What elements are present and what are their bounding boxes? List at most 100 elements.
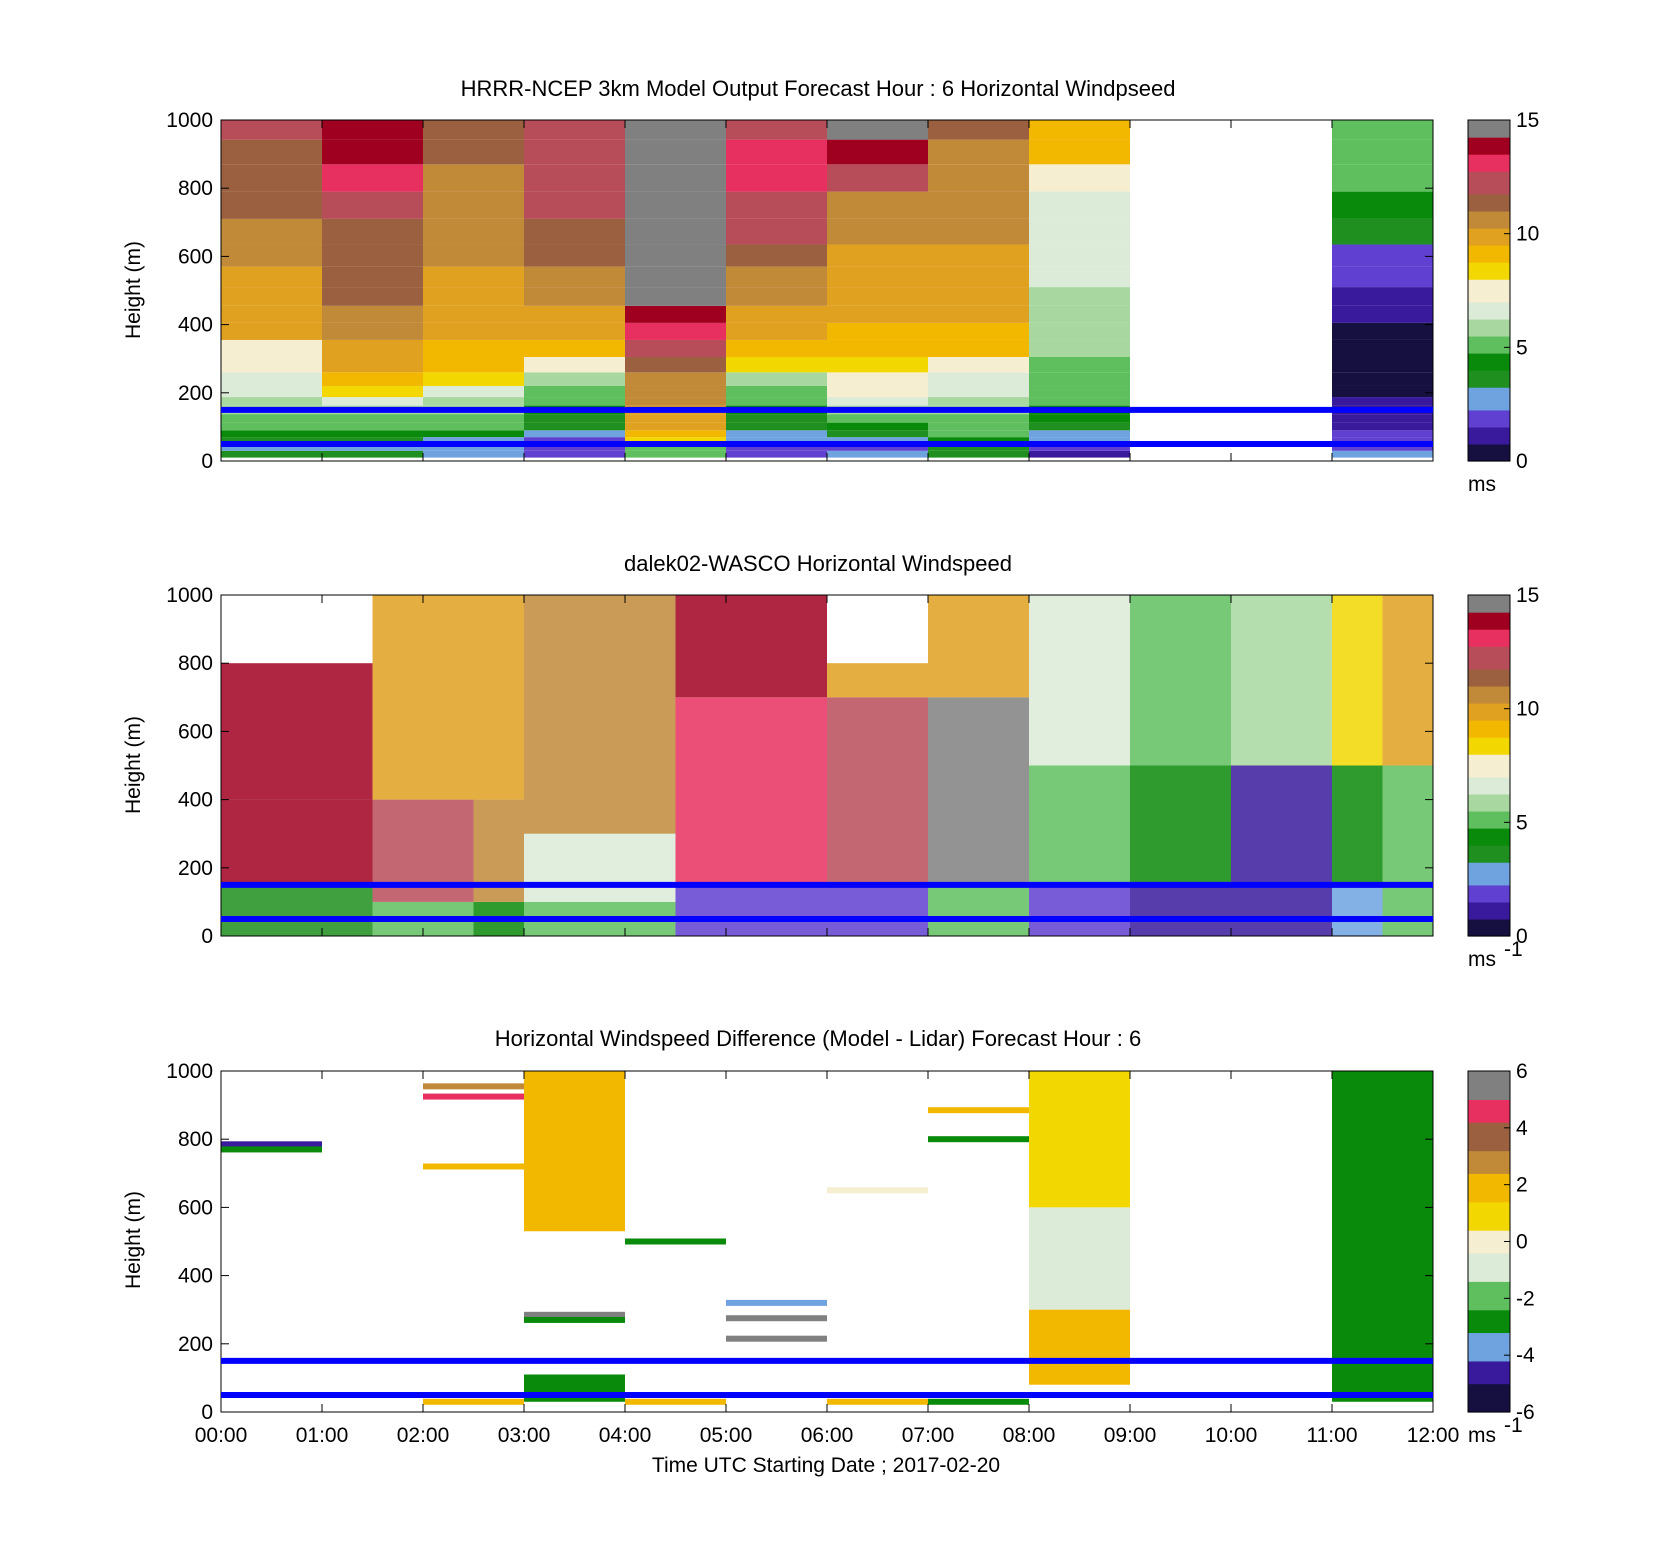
heatmap-cell [423, 443, 524, 451]
heatmap-cell [1029, 287, 1130, 306]
heatmap-cell [1332, 218, 1433, 245]
heatmap-cell [726, 397, 827, 406]
heatmap-cell [1332, 305, 1433, 323]
colorbar-swatch [1468, 788, 1510, 795]
panel-difference-ylabel: Height (m) [122, 1191, 145, 1289]
colorbar-swatch [1468, 404, 1510, 411]
heatmap-cell [1029, 443, 1130, 451]
heatmap-cell [524, 430, 625, 438]
heatmap-cell [1382, 595, 1433, 766]
colorbar-swatch [1468, 1127, 1510, 1135]
colorbar-swatch [1468, 873, 1510, 880]
heatmap-cell [423, 397, 524, 406]
heatmap-cell [928, 120, 1029, 140]
colorbar-swatch [1468, 1139, 1510, 1146]
colorbar-swatch [1468, 1082, 1510, 1089]
heatmap-cell [1029, 339, 1130, 357]
colorbar-swatch [1468, 634, 1510, 642]
heatmap-cell [675, 595, 827, 698]
colorbar-tick-label: 0 [1516, 925, 1528, 948]
heatmap-cell [625, 430, 726, 438]
heatmap-cell [1130, 884, 1231, 936]
heatmap-cell [322, 322, 423, 340]
difference-line [221, 1146, 322, 1153]
heatmap-cell [928, 322, 1029, 340]
colorbar-swatch [1468, 1161, 1510, 1169]
colorbar-swatch [1468, 375, 1510, 383]
heatmap-cell [625, 397, 726, 406]
x-tick-label: 04:00 [599, 1424, 652, 1447]
colorbar-swatch [1468, 907, 1510, 914]
colorbar-swatch [1468, 833, 1510, 840]
heatmap-cell [221, 414, 322, 423]
heatmap-cell [1332, 397, 1433, 406]
colorbar-swatch [1468, 1071, 1510, 1078]
heatmap-cell [322, 287, 423, 306]
heatmap-cell [827, 356, 928, 373]
heatmap-cell [827, 120, 928, 140]
colorbar-tick-label: 5 [1516, 336, 1528, 359]
panel-lidar-ylabel: Height (m) [122, 716, 145, 814]
heatmap-cell [322, 443, 423, 451]
heatmap-cell [1029, 244, 1130, 267]
colorbar-swatch [1468, 890, 1510, 897]
colorbar-swatch [1468, 1400, 1510, 1407]
heatmap-cell [1332, 595, 1383, 766]
heatmap-cell [221, 139, 322, 165]
colorbar-swatch [1468, 805, 1510, 812]
heatmap-cell [322, 305, 423, 323]
heatmap-cell [726, 120, 827, 140]
heatmap-cell [928, 139, 1029, 165]
heatmap-cell [1029, 397, 1130, 406]
panel-difference: Horizontal Windspeed Difference (Model -… [122, 1026, 1535, 1447]
colorbar-swatch [1468, 1321, 1510, 1328]
heatmap-cell [423, 266, 524, 288]
x-tick-label: 01:00 [296, 1424, 349, 1447]
colorbar-swatch [1468, 697, 1510, 704]
heatmap-cell [1332, 443, 1433, 451]
difference-block [1029, 1309, 1130, 1385]
heatmap-cell [1332, 372, 1433, 386]
heatmap-cell [221, 372, 322, 386]
heatmap-cell [221, 443, 322, 451]
y-tick-label: 800 [178, 177, 213, 200]
heatmap-cell [524, 218, 625, 245]
colorbar-swatch [1468, 799, 1510, 806]
colorbar-swatch [1468, 918, 1510, 926]
colorbar-swatch [1468, 896, 1510, 903]
heatmap-cell [221, 385, 322, 398]
heatmap-cell [322, 266, 423, 288]
heatmap-cell [1029, 322, 1130, 340]
colorbar-swatch [1468, 193, 1510, 201]
colorbar-swatch [1468, 1230, 1510, 1237]
x-tick-label: 12:00 [1407, 1424, 1460, 1447]
heatmap-cell [1029, 884, 1130, 936]
colorbar-swatch [1468, 1309, 1510, 1316]
colorbar-tick-label: 10 [1516, 223, 1539, 246]
colorbar-swatch [1468, 421, 1510, 428]
colorbar-swatch [1468, 250, 1510, 257]
colorbar-swatch [1468, 313, 1510, 320]
heatmap-cell [524, 437, 625, 444]
colorbar-swatch [1468, 142, 1510, 150]
heatmap-cell [827, 244, 928, 267]
colorbar-swatch [1468, 296, 1510, 303]
colorbar-swatch [1468, 629, 1510, 636]
colorbar-swatch [1468, 131, 1510, 138]
heatmap-cell [221, 218, 322, 245]
heatmap-cell [827, 305, 928, 323]
heatmap-cell [1332, 356, 1433, 373]
colorbar-swatch [1468, 199, 1510, 206]
heatmap-cell [928, 450, 1029, 458]
heatmap-cell [625, 120, 726, 140]
colorbar-swatch [1468, 1088, 1510, 1095]
heatmap-cell [928, 266, 1029, 288]
difference-block [1029, 1071, 1130, 1208]
y-tick-label: 600 [178, 720, 213, 743]
colorbar-swatch [1468, 1304, 1510, 1311]
difference-block [1332, 1071, 1433, 1402]
colorbar-swatch [1468, 438, 1510, 445]
heatmap-cell [524, 356, 625, 373]
colorbar-tick-label: 2 [1516, 1174, 1528, 1197]
